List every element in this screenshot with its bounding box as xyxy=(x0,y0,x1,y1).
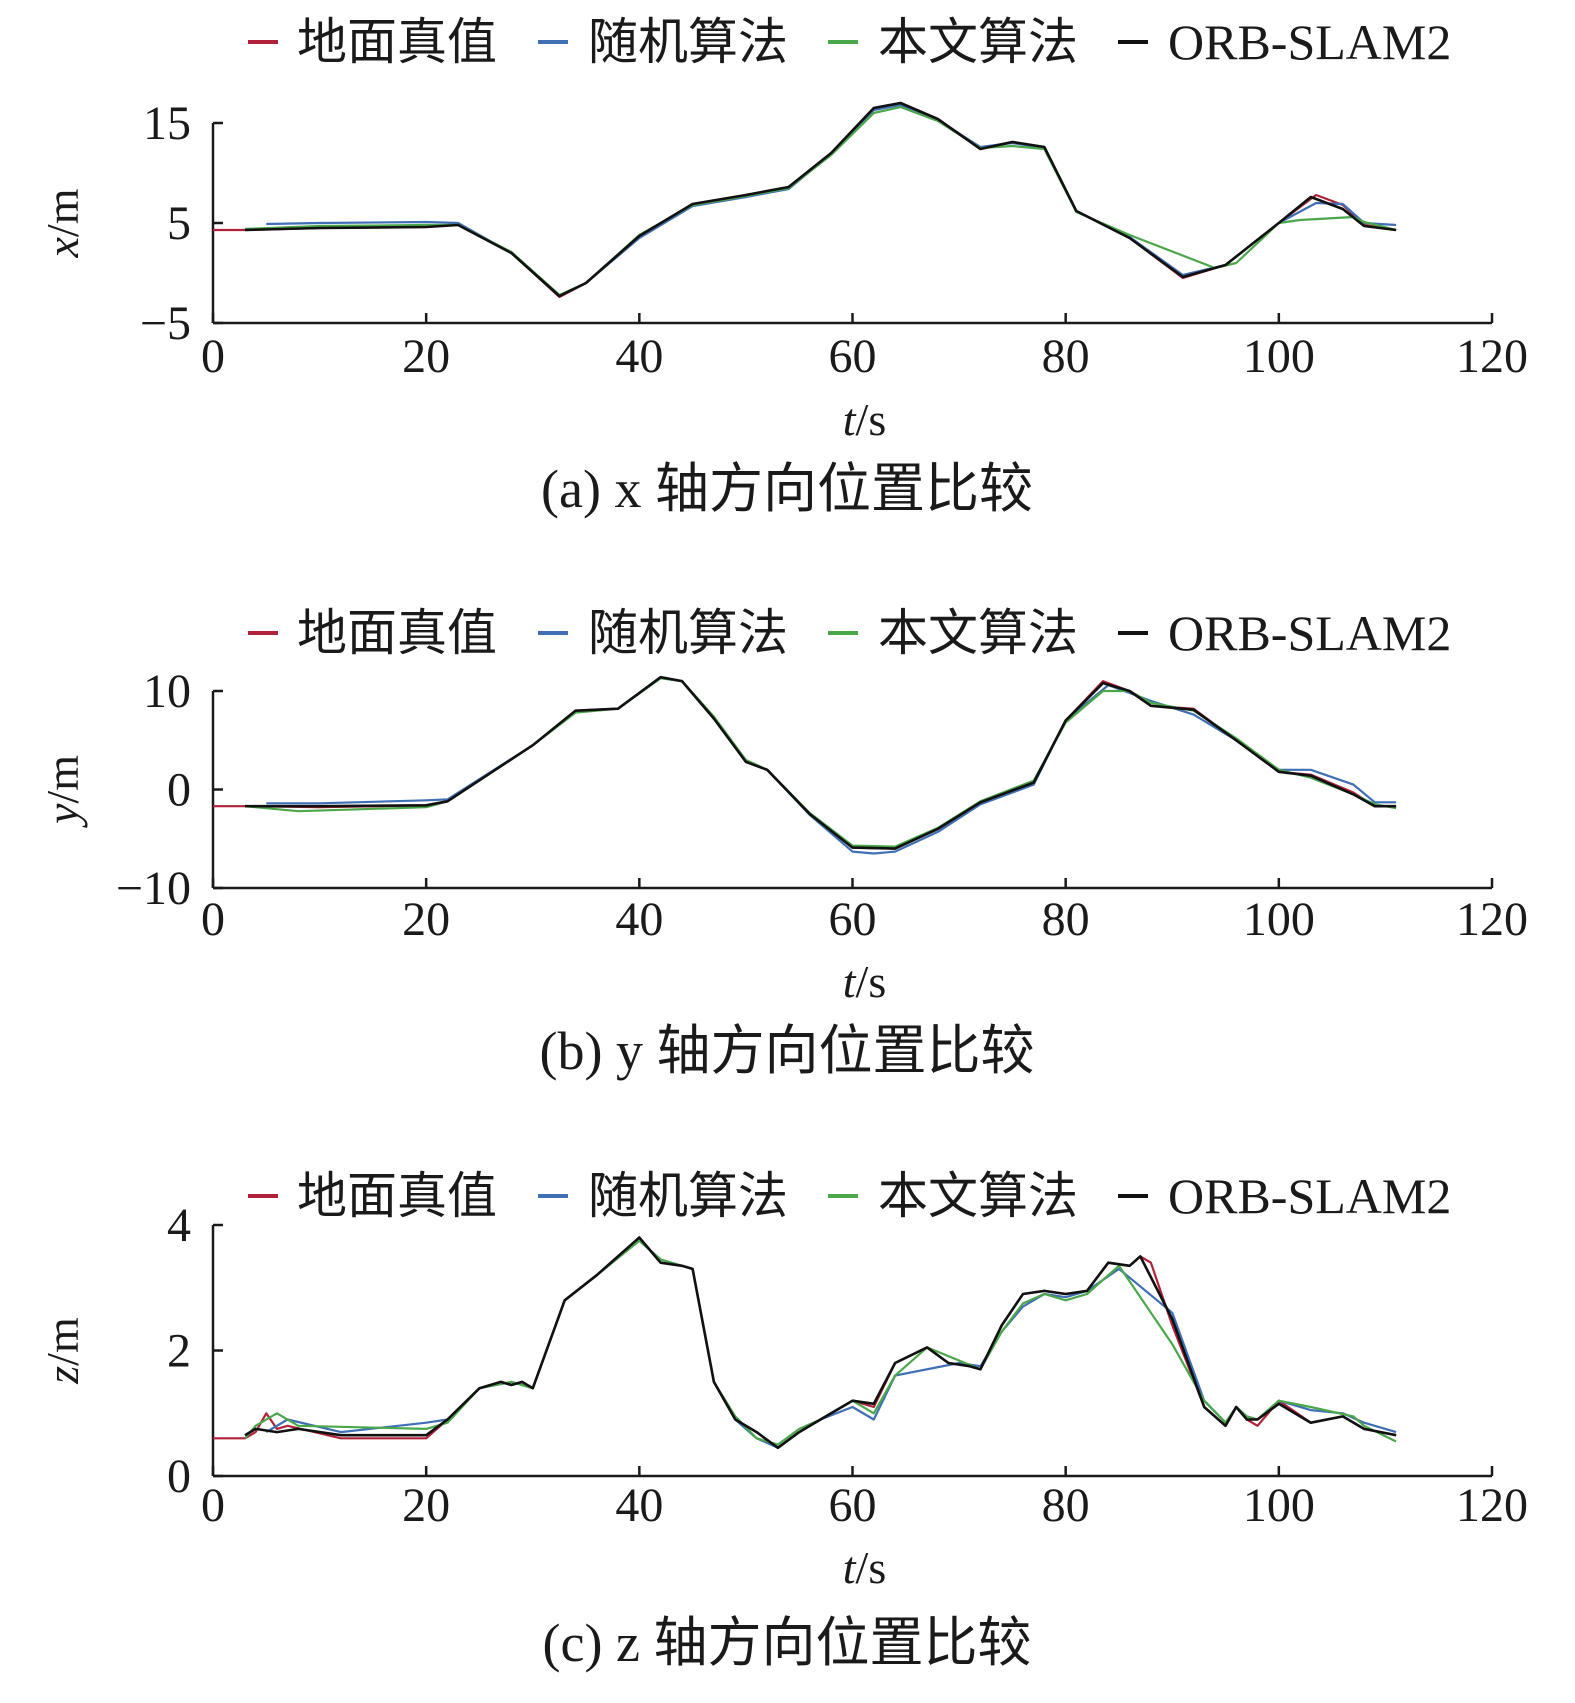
panel-caption: (c) z 轴方向位置比较 xyxy=(543,1613,1032,1673)
legend-label-3: 本文算法 xyxy=(878,14,1078,70)
series-line-2 xyxy=(266,103,1397,298)
x-tick-label: 100 xyxy=(1243,330,1315,383)
legend-label-4: ORB-SLAM2 xyxy=(1168,605,1451,661)
chart-panel-3: 地面真值 随机算法 本文算法 ORB-SLAM2 0 20 40 60 80 100 120 0 2 4 t… xyxy=(37,1168,1528,1673)
y-tick-label: 0 xyxy=(167,1450,191,1503)
x-tick-label: 20 xyxy=(402,893,450,946)
y-axis-label: z/m xyxy=(37,1317,88,1385)
x-tick-label: 100 xyxy=(1243,1479,1315,1532)
series-line-3 xyxy=(244,1239,1397,1446)
x-tick-label: 40 xyxy=(615,330,663,383)
y-tick-label: 10 xyxy=(143,665,191,718)
x-tick-label: 60 xyxy=(829,330,877,383)
legend-label-3: 本文算法 xyxy=(878,1168,1078,1224)
panel-caption: (b) y 轴方向位置比较 xyxy=(540,1021,1035,1081)
series-line-1 xyxy=(213,676,1397,850)
y-tick-label: 2 xyxy=(167,1325,191,1378)
x-tick-label: 120 xyxy=(1456,1479,1528,1532)
x-axis-label: t/s xyxy=(843,956,886,1007)
legend-label-1: 地面真值 xyxy=(297,14,497,70)
legend-label-2: 随机算法 xyxy=(588,14,788,70)
series-line-2 xyxy=(265,1239,1397,1449)
series-line-4 xyxy=(244,1236,1397,1450)
y-tick-label: 5 xyxy=(167,197,191,250)
legend-label-1: 地面真值 xyxy=(297,1168,497,1224)
x-tick-label: 80 xyxy=(1042,893,1090,946)
chart-panel-1: 地面真值 随机算法 本文算法 ORB-SLAM2 0 20 40 60 80 100 120 −5 5 1… xyxy=(37,14,1528,519)
x-tick-label: 0 xyxy=(201,1479,225,1532)
legend-label-4: ORB-SLAM2 xyxy=(1168,1168,1451,1224)
legend-label-1: 地面真值 xyxy=(297,605,497,661)
x-tick-label: 60 xyxy=(829,1479,877,1532)
x-tick-label: 40 xyxy=(615,1479,663,1532)
x-tick-label: 120 xyxy=(1456,330,1528,383)
x-axis-label: t/s xyxy=(843,1542,886,1593)
y-tick-label: 4 xyxy=(167,1199,191,1252)
legend-label-2: 随机算法 xyxy=(588,1168,788,1224)
series-line-2 xyxy=(266,677,1397,855)
x-tick-label: 40 xyxy=(615,893,663,946)
y-tick-label: −5 xyxy=(140,297,191,350)
y-axis-label: x/m xyxy=(37,188,88,258)
x-tick-label: 0 xyxy=(201,330,225,383)
y-tick-label: 0 xyxy=(167,764,191,817)
y-axis-label: y/m xyxy=(37,755,88,828)
x-tick-label: 0 xyxy=(201,893,225,946)
x-tick-label: 60 xyxy=(829,893,877,946)
x-tick-label: 100 xyxy=(1243,893,1315,946)
x-axis-label: t/s xyxy=(843,394,886,445)
x-tick-label: 80 xyxy=(1042,1479,1090,1532)
legend-label-4: ORB-SLAM2 xyxy=(1168,14,1451,70)
y-tick-label: 15 xyxy=(143,97,191,150)
x-tick-label: 120 xyxy=(1456,893,1528,946)
y-tick-label: −10 xyxy=(116,862,191,915)
panel-caption: (a) x 轴方向位置比较 xyxy=(541,459,1033,519)
x-tick-label: 80 xyxy=(1042,330,1090,383)
x-tick-label: 20 xyxy=(402,330,450,383)
series-line-4 xyxy=(245,675,1397,850)
series-line-4 xyxy=(244,101,1397,298)
legend-label-2: 随机算法 xyxy=(588,605,788,661)
legend-label-3: 本文算法 xyxy=(878,605,1078,661)
x-tick-label: 20 xyxy=(402,1479,450,1532)
